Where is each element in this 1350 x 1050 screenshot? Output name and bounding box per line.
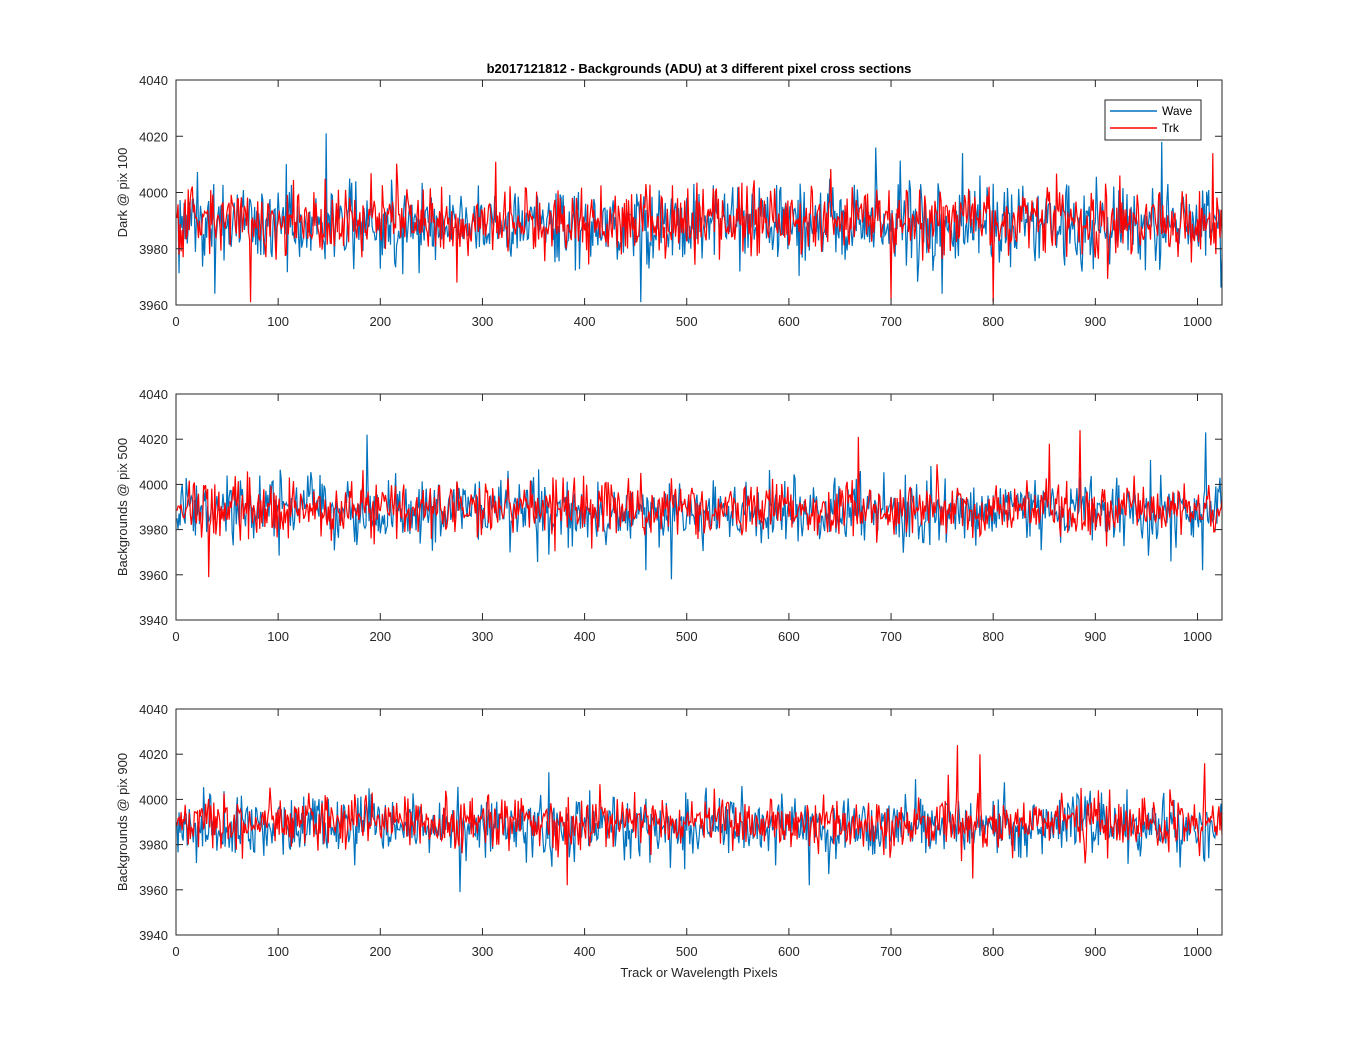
y-tick-label: 3940 (139, 613, 168, 628)
x-tick-label: 800 (982, 629, 1004, 644)
x-tick-label: 100 (267, 944, 289, 959)
x-tick-label: 500 (676, 629, 698, 644)
x-tick-label: 700 (880, 629, 902, 644)
series-line-wave-1 (176, 133, 1222, 303)
x-tick-label: 900 (1084, 629, 1106, 644)
y-tick-label: 3960 (139, 298, 168, 313)
y-axis-label-1: Dark @ pix 100 (115, 148, 130, 238)
x-tick-label: 0 (172, 629, 179, 644)
x-tick-label: 1000 (1183, 629, 1212, 644)
y-tick-label: 3980 (139, 242, 168, 257)
x-tick-label: 800 (982, 944, 1004, 959)
series-line-trk-1 (176, 153, 1222, 303)
x-tick-label: 600 (778, 314, 800, 329)
y-tick-label: 4000 (139, 477, 168, 492)
legend-label-wave: Wave (1162, 104, 1193, 118)
y-tick-label: 4040 (139, 702, 168, 717)
x-tick-label: 900 (1084, 944, 1106, 959)
axes-box-2 (175, 393, 1223, 621)
subplots: 0 100 200 300 400 500 600 700 800 900 100039603980… (115, 73, 1223, 959)
legend-label-trk: Trk (1162, 121, 1180, 135)
y-tick-label: 4000 (139, 186, 168, 201)
x-tick-label: 100 (267, 314, 289, 329)
legend: Wave Trk (1104, 99, 1202, 141)
y-tick-label: 3980 (139, 838, 168, 853)
x-tick-label: 700 (880, 314, 902, 329)
axes-box-3 (175, 708, 1223, 936)
x-tick-label: 900 (1084, 314, 1106, 329)
x-tick-label: 300 (472, 944, 494, 959)
x-tick-label: 800 (982, 314, 1004, 329)
subplot-1: 0 100 200 300 400 500 600 700 800 900 1000 3960 3980… (115, 73, 1223, 329)
subplot-3: 0 100 200 300 400 500 600 700 800 900 1000 3940 3960… (115, 702, 1223, 959)
y-tick-label: 3980 (139, 523, 168, 538)
x-tick-label: 400 (574, 944, 596, 959)
y-tick-label: 4020 (139, 432, 168, 447)
x-tick-label: 0 (172, 314, 179, 329)
x-tick-label: 100 (267, 629, 289, 644)
y-tick-label: 3940 (139, 928, 168, 943)
y-axis-label-2: Backgrounds @ pix 500 (115, 438, 130, 576)
series-line-trk-2 (176, 430, 1222, 578)
y-tick-label: 3960 (139, 883, 168, 898)
x-tick-label: 300 (472, 629, 494, 644)
x-tick-label: 500 (676, 314, 698, 329)
y-tick-label: 4040 (139, 73, 168, 88)
figure-title: b2017121812 - Backgrounds (ADU) at 3 dif… (487, 61, 912, 76)
legend-box (1104, 99, 1202, 141)
y-axis-label-3: Backgrounds @ pix 900 (115, 753, 130, 891)
x-tick-label: 200 (369, 314, 391, 329)
x-tick-label: 200 (369, 629, 391, 644)
x-tick-label: 600 (778, 629, 800, 644)
x-tick-label: 700 (880, 944, 902, 959)
x-tick-label: 600 (778, 944, 800, 959)
subplot-2: 0 100 200 300 400 500 600 700 800 900 1000 3940 3960… (115, 387, 1223, 644)
x-tick-label: 300 (472, 314, 494, 329)
x-tick-label: 400 (574, 314, 596, 329)
y-tick-label: 3960 (139, 568, 168, 583)
x-tick-label: 200 (369, 944, 391, 959)
x-tick-label: 1000 (1183, 314, 1212, 329)
x-tick-label: 1000 (1183, 944, 1212, 959)
y-tick-label: 4020 (139, 129, 168, 144)
x-tick-label: 400 (574, 629, 596, 644)
y-tick-label: 4020 (139, 747, 168, 762)
x-tick-label: 0 (172, 944, 179, 959)
y-tick-label: 4000 (139, 792, 168, 807)
series-line-trk-3 (176, 745, 1222, 886)
x-axis-label: Track or Wavelength Pixels (620, 965, 778, 980)
y-tick-label: 4040 (139, 387, 168, 402)
x-tick-label: 500 (676, 944, 698, 959)
